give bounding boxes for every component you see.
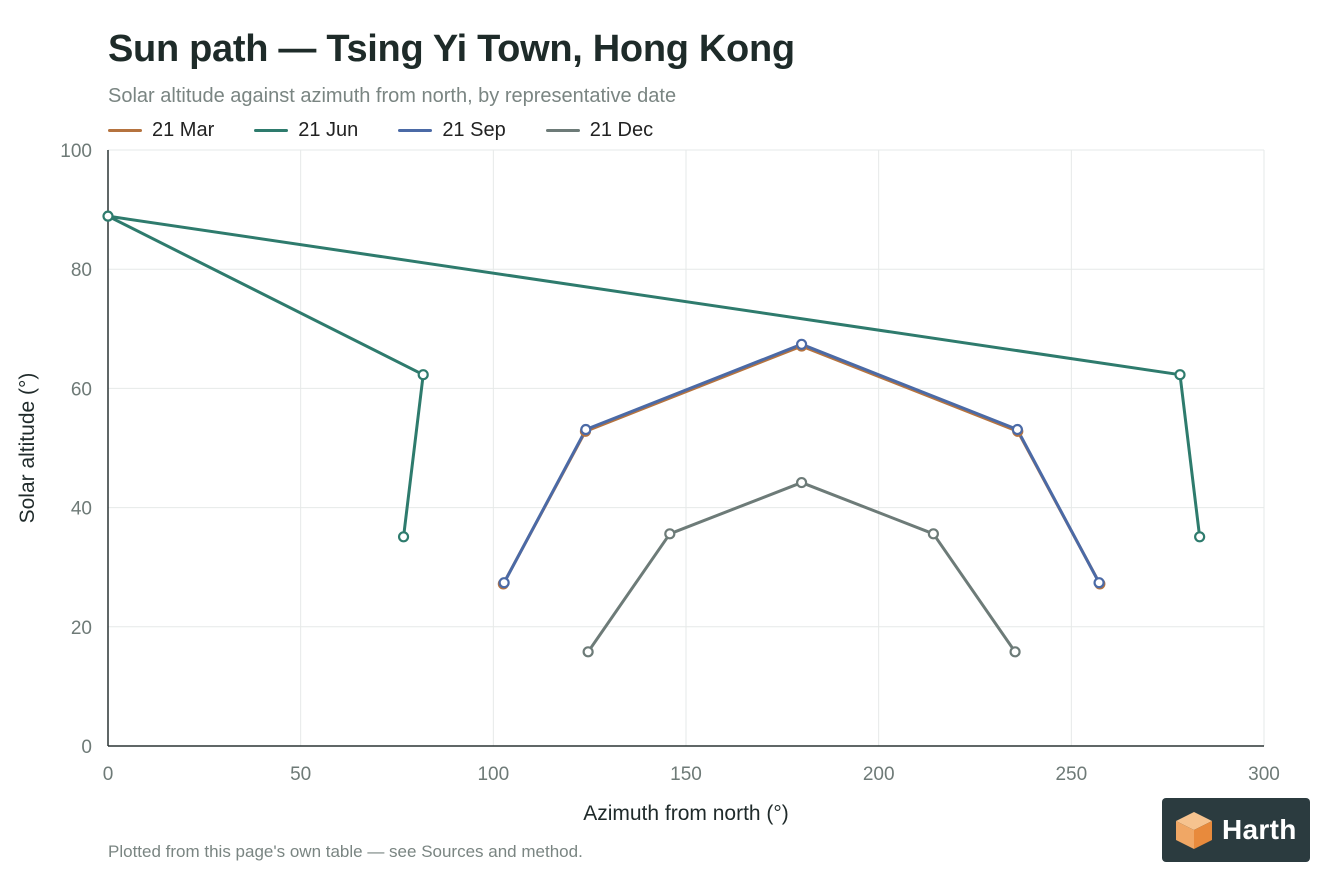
data-point-3 — [1009, 646, 1021, 658]
data-point-1 — [1174, 369, 1186, 381]
x-tick-label: 300 — [1248, 764, 1280, 785]
legend-item-mar[interactable]: 21 Mar — [108, 119, 214, 142]
data-point-2 — [1093, 577, 1105, 589]
legend-swatch — [108, 129, 142, 132]
data-point-1 — [417, 369, 429, 381]
data-point-2 — [498, 577, 510, 589]
legend-swatch — [398, 129, 433, 132]
badge-text: Harth — [1222, 814, 1297, 845]
data-point-1 — [397, 531, 410, 543]
legend-label: 21 Mar — [152, 119, 215, 141]
data-point-2 — [795, 338, 808, 350]
x-axis-label: Azimuth from north (°) — [583, 802, 789, 825]
series-line-2 — [502, 342, 1101, 585]
y-tick-label: 80 — [71, 260, 92, 281]
legend-item-sep[interactable]: 21 Sep — [398, 119, 506, 142]
legend-swatch — [254, 129, 289, 132]
y-tick-label: 100 — [60, 141, 92, 162]
data-point-3 — [795, 476, 808, 489]
data-point-3 — [664, 528, 676, 540]
data-point-1 — [102, 210, 114, 222]
y-tick-label: 0 — [81, 737, 92, 758]
footnote: Plotted from this page's own table — see… — [108, 842, 583, 861]
legend-item-jun[interactable]: 21 Jun — [254, 119, 358, 142]
cube-logo-icon — [1176, 812, 1212, 849]
data-point-2 — [580, 423, 592, 436]
y-tick-label: 40 — [71, 499, 92, 520]
chart-subtitle: Solar altitude against azimuth from nort… — [108, 85, 677, 107]
legend-label: 21 Sep — [442, 119, 506, 141]
legend-item-dec[interactable]: 21 Dec — [545, 119, 654, 142]
x-tick-label: 150 — [670, 764, 702, 785]
y-axis-label: Solar altitude (°) — [16, 373, 39, 524]
x-tick-label: 50 — [290, 764, 311, 785]
legend-label: 21 Jun — [298, 119, 359, 141]
x-tick-label: 200 — [863, 764, 895, 785]
data-point-3 — [582, 646, 594, 658]
harth-badge[interactable]: Harth — [1162, 798, 1310, 862]
y-tick-label: 20 — [71, 618, 92, 639]
series-line-1 — [106, 214, 1202, 539]
legend-label: 21 Dec — [589, 119, 654, 141]
chart-title: Sun path — Tsing Yi Town, Hong Kong — [108, 28, 795, 70]
data-point-3 — [927, 528, 939, 540]
data-point-1 — [1194, 531, 1206, 543]
chart-legend: 21 Mar 21 Jun 21 Sep 21 Dec — [108, 119, 653, 142]
legend-swatch — [545, 129, 580, 132]
series-line-0 — [501, 344, 1102, 586]
x-tick-label: 250 — [1055, 764, 1087, 785]
y-tick-label: 60 — [71, 379, 92, 400]
data-point-2 — [1011, 423, 1023, 436]
x-tick-label: 100 — [477, 764, 509, 785]
x-tick-label: 0 — [103, 764, 114, 785]
